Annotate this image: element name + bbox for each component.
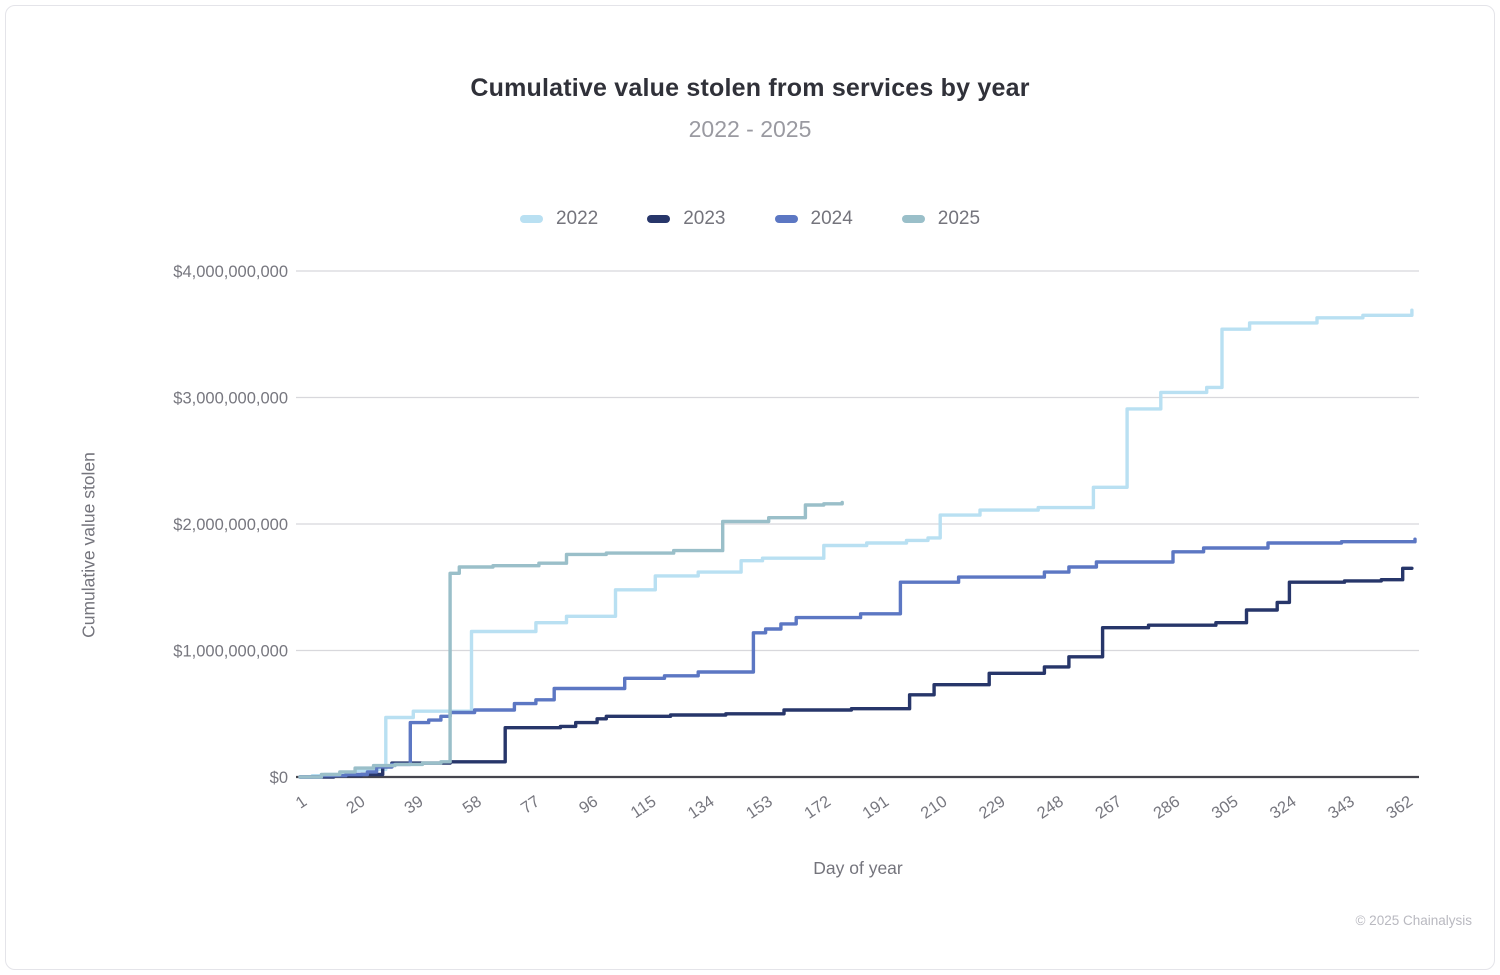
legend-label-2025: 2025 (937, 208, 981, 229)
chart-subtitle: 2022 - 2025 (688, 116, 812, 142)
series-line-2023 (298, 566, 1414, 779)
y-tick-label: $2,000,000,000 (173, 516, 288, 534)
chart-title: Cumulative value stolen from services by… (470, 74, 1030, 102)
x-tick-label: 1 (293, 792, 311, 812)
y-tick-label: $4,000,000,000 (173, 263, 288, 281)
x-tick-label: 153 (743, 792, 776, 822)
x-tick-label: 134 (685, 792, 718, 822)
legend-label-2022: 2022 (555, 208, 599, 229)
x-tick-label: 191 (859, 792, 892, 822)
legend-swatch-2022 (519, 215, 543, 223)
x-tick-label: 229 (976, 792, 1009, 822)
x-tick-label: 305 (1209, 792, 1242, 822)
y-tick-label: $3,000,000,000 (173, 390, 288, 408)
x-tick-label: 115 (628, 792, 660, 822)
x-tick-label: 172 (801, 792, 834, 822)
legend-swatch-2023 (647, 215, 671, 223)
x-tick-label: 20 (343, 792, 368, 817)
legend-swatch-2025 (901, 215, 925, 223)
legend: 2022 2023 2024 2025 (0, 208, 1500, 230)
y-axis-labels: $0 $1,000,000,000 $2,000,000,000 $3,000,000… (173, 263, 288, 787)
x-tick-label: 210 (918, 792, 951, 822)
legend-item-2023: 2023 (647, 208, 726, 230)
legend-swatch-2024 (774, 215, 798, 223)
y-tick-label: $1,000,000,000 (173, 643, 288, 661)
x-tick-label: 324 (1267, 792, 1300, 822)
y-axis-title: Cumulative value stolen (78, 452, 99, 638)
x-tick-label: 96 (576, 792, 601, 817)
x-tick-label: 267 (1092, 792, 1125, 822)
legend-item-2024: 2024 (774, 208, 853, 230)
series-line-2024 (298, 537, 1417, 779)
series-line-2022 (298, 308, 1414, 779)
x-tick-label: 248 (1034, 792, 1067, 822)
gridlines (296, 270, 1419, 779)
x-axis-title: Day of year (813, 858, 903, 878)
legend-label-2024: 2024 (810, 208, 853, 229)
legend-label-2023: 2023 (683, 208, 726, 229)
legend-item-2022: 2022 (519, 208, 599, 230)
x-tick-label: 362 (1383, 792, 1416, 822)
x-tick-label: 39 (401, 792, 426, 817)
x-tick-label: 286 (1150, 792, 1183, 822)
x-axis-labels: 1 20 39 58 77 96 115 134 153 172 191 210 229 248 267 28… (293, 792, 1416, 822)
series-lines (298, 308, 1417, 779)
series-line-2025 (298, 500, 844, 779)
x-tick-label: 343 (1325, 792, 1358, 822)
legend-item-2025: 2025 (901, 208, 981, 230)
y-tick-label: $0 (270, 769, 288, 787)
x-tick-label: 77 (518, 792, 543, 817)
x-tick-label: 58 (460, 792, 485, 817)
copyright-text: © 2025 Chainalysis (1355, 913, 1472, 928)
